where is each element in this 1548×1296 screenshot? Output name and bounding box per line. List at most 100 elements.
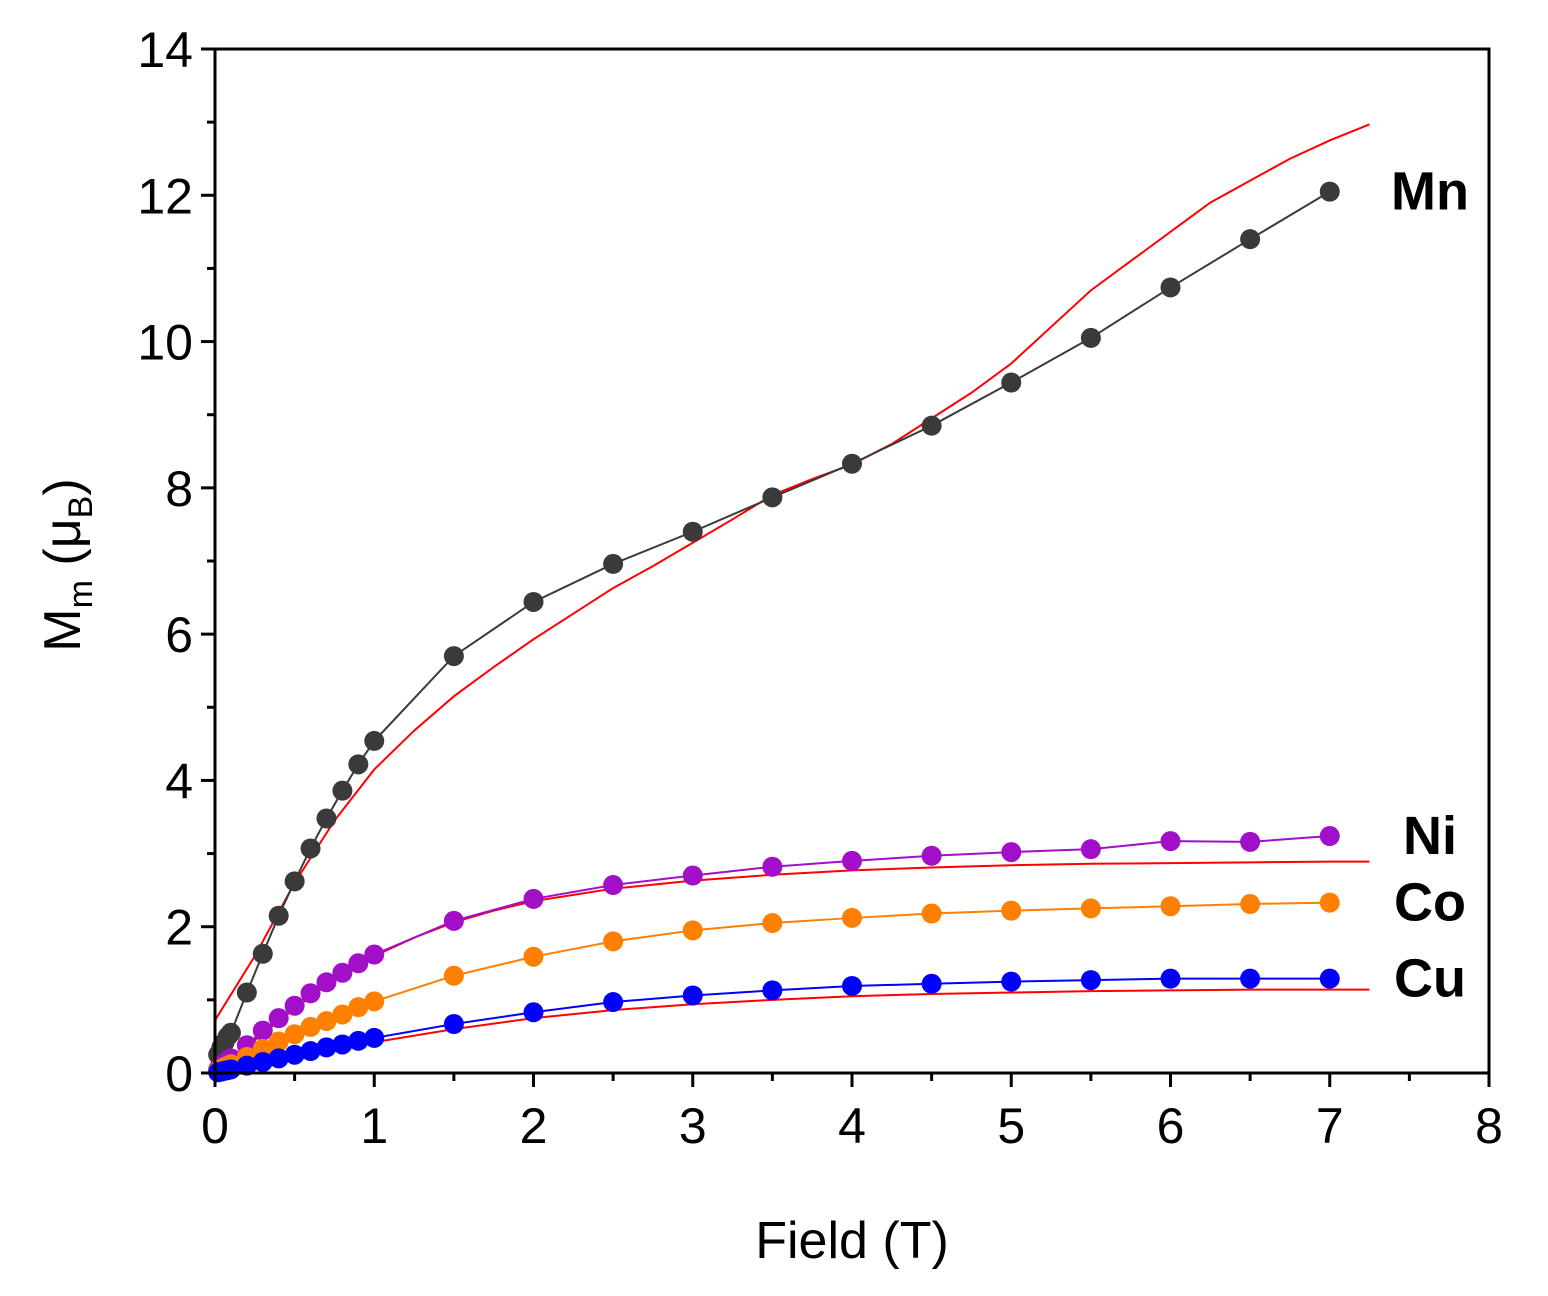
ni-data-point <box>364 944 385 965</box>
x-tick-label: 4 <box>838 1098 866 1154</box>
cu-data-point <box>252 1052 273 1073</box>
ni-data-point <box>1001 842 1022 863</box>
fit-curves <box>214 123 1370 1074</box>
co-data-point <box>762 913 783 934</box>
cu-data-point <box>348 1030 369 1051</box>
cu-data-point <box>300 1041 321 1062</box>
cu-series-label: Cu <box>1394 949 1466 1009</box>
mn-data-point <box>523 591 544 612</box>
cu-data-point <box>268 1048 289 1069</box>
x-tick-label: 3 <box>679 1098 707 1154</box>
mn-data-point <box>842 453 862 474</box>
y-axis-title-end: ) <box>34 478 92 495</box>
y-axis-title-main: M <box>34 608 92 651</box>
ni-data-point <box>268 1008 289 1029</box>
mn-data-point <box>1240 229 1261 250</box>
ni-data-point <box>443 910 464 931</box>
ni-data-point <box>300 983 321 1004</box>
ni-data-point <box>842 850 862 871</box>
ni-data-point <box>316 972 337 993</box>
cu-data-point <box>682 985 703 1006</box>
cu-data-point <box>236 1055 257 1076</box>
co-data-point <box>842 907 862 928</box>
mn-data-point <box>252 943 273 964</box>
y-tick-label: 4 <box>165 753 193 809</box>
x-tick-label: 5 <box>997 1098 1025 1154</box>
cu-data-point <box>443 1013 464 1034</box>
ni-series-label: Ni <box>1403 806 1457 866</box>
co-data-point <box>603 931 624 952</box>
y-tick-label: 0 <box>165 1046 193 1102</box>
mn-data-point <box>1080 327 1101 348</box>
x-axis-title: Field (T) <box>755 1212 949 1270</box>
mn-fit-curve <box>214 123 1370 1021</box>
co-data-point <box>1080 898 1101 919</box>
co-data-point <box>1001 900 1022 921</box>
mn-data-point <box>443 646 464 667</box>
mn-data-point <box>268 905 289 926</box>
y-axis-title-sub-m: m <box>62 580 100 608</box>
co-data-point <box>300 1016 321 1037</box>
cu-data-point <box>316 1037 337 1058</box>
y-tick-label: 8 <box>165 461 193 517</box>
ni-data-point <box>603 875 624 896</box>
mn-data-point <box>364 730 385 751</box>
y-tick-label: 6 <box>165 607 193 663</box>
cu-data-point <box>921 973 942 994</box>
mn-data-point <box>332 780 353 801</box>
mn-data-point <box>300 838 321 859</box>
co-data-point <box>348 997 369 1018</box>
cu-data-point <box>603 992 624 1013</box>
ni-fit-curve <box>214 860 1370 1074</box>
co-data-point <box>332 1004 353 1025</box>
co-data-point <box>1160 896 1181 917</box>
y-tick-label: 10 <box>137 315 193 371</box>
ni-data-point <box>332 962 353 983</box>
mn-data-point <box>762 487 783 508</box>
co-data-point <box>921 903 942 924</box>
y-axis-title-mid: (μ <box>34 518 92 580</box>
cu-data-point <box>762 980 783 1001</box>
co-data-point <box>268 1031 289 1052</box>
co-data-point <box>1240 894 1261 915</box>
co-data-point <box>443 965 464 986</box>
y-tick-label: 2 <box>165 900 193 956</box>
mn-data-point <box>682 521 703 542</box>
co-data-point <box>284 1024 305 1045</box>
y-tick-label: 12 <box>137 168 193 224</box>
ni-data-point <box>523 888 544 909</box>
y-axis-title: Mm (μB) <box>34 478 100 651</box>
x-tick-label: 7 <box>1316 1098 1344 1154</box>
ni-data-point <box>762 856 783 877</box>
cu-data-point <box>332 1034 353 1055</box>
cu-data-point <box>1319 968 1340 989</box>
mn-data-point <box>1001 372 1022 393</box>
data-points <box>208 181 1340 1083</box>
mn-data-point <box>1319 181 1340 202</box>
axis-ticks <box>201 47 1491 1087</box>
co-data-point <box>1319 892 1340 913</box>
x-tick-label: 2 <box>520 1098 548 1154</box>
x-tick-label: 1 <box>360 1098 388 1154</box>
series-lines <box>217 190 1331 1074</box>
ni-data-point <box>1319 826 1340 847</box>
co-series-label: Co <box>1394 873 1466 933</box>
ni-data-point <box>921 845 942 866</box>
mn-data-point <box>284 871 305 892</box>
cu-data-point <box>1160 968 1181 989</box>
x-tick-label: 6 <box>1157 1098 1185 1154</box>
y-axis-title-sub-b: B <box>62 496 100 519</box>
series-labels: Mn Ni Co Cu <box>1391 162 1469 1009</box>
co-data-point <box>523 946 544 967</box>
mn-data-point <box>236 982 257 1003</box>
co-data-point <box>364 991 385 1012</box>
x-tick-label: 0 <box>201 1098 229 1154</box>
cu-data-point <box>1240 968 1261 989</box>
ni-data-point <box>1240 831 1261 852</box>
ni-data-point <box>1080 839 1101 860</box>
ni-data-point <box>348 953 369 974</box>
mn-data-point <box>220 1022 241 1043</box>
cu-fit-curve <box>214 988 1370 1074</box>
